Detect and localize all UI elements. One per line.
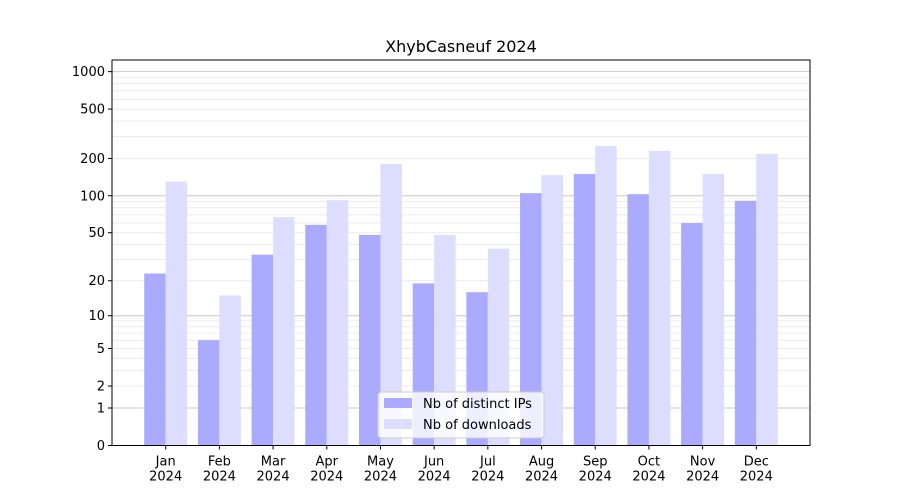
x-tick-label: Feb 2024 <box>203 455 236 485</box>
y-tick-label: 1000 <box>72 65 105 80</box>
bar-distinct-ips <box>197 340 220 446</box>
x-tick-label: Jan 2024 <box>149 455 182 485</box>
x-tick-label: Aug 2024 <box>525 455 558 485</box>
y-tick-label: 2 <box>97 380 105 395</box>
bar-downloads <box>165 181 188 446</box>
bar-downloads <box>326 200 349 446</box>
bar-downloads <box>219 295 241 446</box>
legend-label: Nb of distinct IPs <box>423 397 532 412</box>
y-tick-label: 10 <box>88 309 105 324</box>
bar-distinct-ips <box>520 193 542 446</box>
x-tick-label: Nov 2024 <box>686 455 719 485</box>
bar-downloads <box>702 173 725 446</box>
y-tick-label: 500 <box>80 103 105 118</box>
x-tick-label: Dec 2024 <box>740 455 773 485</box>
bar-downloads <box>756 153 778 446</box>
bar-distinct-ips <box>305 224 327 446</box>
bar-distinct-ips <box>627 194 649 446</box>
y-tick-label: 5 <box>97 342 105 357</box>
y-tick-label: 50 <box>88 226 105 241</box>
legend: Nb of distinct IPs Nb of downloads <box>377 391 545 439</box>
x-tick-label: May 2024 <box>364 455 397 485</box>
x-tick-label: Jun 2024 <box>418 455 451 485</box>
y-tick-label: 20 <box>88 274 105 289</box>
bar-downloads <box>648 150 671 446</box>
x-tick-label: Jul 2024 <box>471 455 504 485</box>
bar-distinct-ips <box>251 254 274 446</box>
bar-distinct-ips <box>573 173 596 446</box>
bar-distinct-ips <box>734 200 757 446</box>
x-tick-label: Oct 2024 <box>632 455 665 485</box>
bar-downloads <box>273 217 295 446</box>
legend-label: Nb of downloads <box>423 418 532 433</box>
x-tick-label: Sep 2024 <box>579 455 612 485</box>
bar-downloads <box>380 163 402 446</box>
x-tick-label: Apr 2024 <box>310 455 343 485</box>
legend-swatch <box>384 398 412 408</box>
x-tick-label: Mar 2024 <box>257 455 290 485</box>
legend-frame <box>377 391 545 439</box>
bar-downloads <box>595 146 617 446</box>
y-tick-label: 200 <box>80 152 105 167</box>
y-tick-label: 0 <box>97 439 105 454</box>
chart-title: XhybCasneuf 2024 <box>385 37 537 56</box>
bar-distinct-ips <box>681 223 703 446</box>
bar-distinct-ips <box>358 234 381 446</box>
bar-downloads <box>541 175 564 446</box>
legend-swatch <box>384 419 412 429</box>
y-tick-label: 100 <box>80 189 105 204</box>
y-tick-label: 1 <box>97 401 105 416</box>
axes-frame <box>111 59 811 446</box>
bar-distinct-ips <box>144 273 166 446</box>
